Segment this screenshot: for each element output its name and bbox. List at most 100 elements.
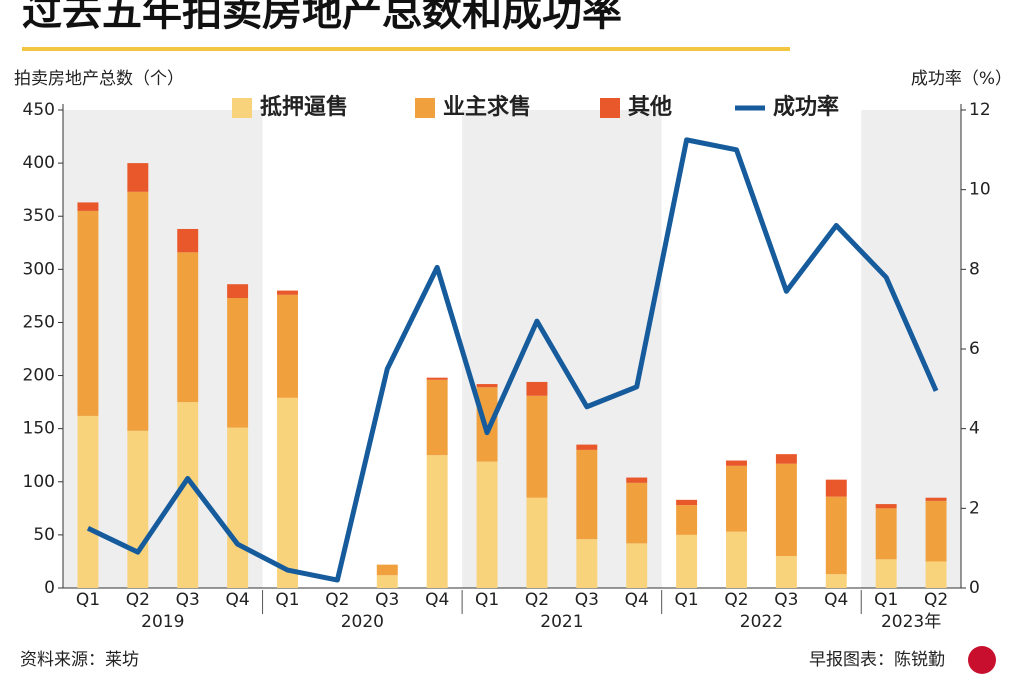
x-tick-label: Q1 (76, 590, 100, 610)
y-tick-label: 400 (23, 153, 55, 173)
x-tick-label: Q3 (176, 590, 200, 610)
bar-segment (177, 402, 199, 588)
bar-segment (825, 574, 847, 588)
bar-segment (875, 504, 897, 509)
x-tick-label: Q4 (824, 590, 848, 610)
bar-segment (227, 427, 249, 588)
bar-segment (875, 559, 897, 588)
bar-segment (726, 460, 747, 466)
bar-segment (925, 497, 947, 501)
year-label: 2019 (141, 612, 184, 632)
bar-segment (426, 455, 448, 588)
y-tick-label: 50 (33, 525, 55, 545)
y2-tick-label: 10 (969, 180, 991, 200)
x-tick-label: Q4 (425, 590, 449, 610)
x-tick-label: Q1 (475, 590, 499, 610)
x-tick-label: Q2 (924, 590, 948, 610)
y-tick-label: 0 (44, 578, 55, 598)
bar-segment (277, 290, 298, 295)
bar-segment (77, 415, 99, 588)
legend-label: 其他 (628, 95, 672, 120)
y2-tick-label: 12 (969, 100, 991, 120)
legend-swatch (232, 98, 252, 118)
y2-axis-label: 成功率（%） (911, 69, 1012, 89)
bar-segment (576, 539, 598, 588)
bar-segment (825, 479, 847, 497)
bar-segment (127, 163, 149, 192)
x-tick-label: Q1 (874, 590, 898, 610)
bar-segment (676, 534, 698, 588)
bar-segment (376, 575, 398, 588)
bar-segment (676, 499, 698, 506)
year-label: 2022 (740, 612, 783, 632)
bar-segment (77, 210, 99, 416)
x-tick-label: Q1 (675, 590, 699, 610)
x-tick-label: Q3 (575, 590, 599, 610)
bar-segment (526, 497, 548, 588)
y-tick-label: 450 (23, 100, 55, 120)
x-tick-label: Q1 (275, 590, 299, 610)
bar-segment (526, 381, 548, 396)
bar-segment (426, 379, 448, 456)
year-label: 2023年 (881, 612, 941, 632)
logo (968, 646, 996, 674)
bar-segment (376, 564, 398, 576)
legend-swatch (600, 98, 620, 118)
bar-segment (177, 228, 199, 253)
y2-tick-label: 8 (969, 259, 980, 279)
bar-segment (775, 463, 797, 557)
x-tick-label: Q2 (724, 590, 748, 610)
x-tick-label: Q3 (375, 590, 399, 610)
bar-segment (426, 377, 448, 380)
bar-segment (227, 298, 249, 428)
x-tick-label: Q3 (774, 590, 798, 610)
bar-segment (775, 556, 797, 588)
chart-title: 过去五年拍卖房地产总数和成功率 (22, 0, 622, 35)
year-label: 2020 (341, 612, 384, 632)
year-label: 2021 (540, 612, 583, 632)
bar-segment (626, 482, 648, 544)
bar-segment (127, 191, 149, 431)
bar-segment (277, 294, 298, 398)
bar-segment (576, 444, 598, 450)
bar-segment (476, 461, 498, 588)
bar-segment (277, 397, 298, 588)
title-underline (22, 47, 790, 51)
bar-segment (825, 496, 847, 575)
x-tick-label: Q2 (525, 590, 549, 610)
y-tick-label: 200 (23, 366, 55, 386)
credit: 早报图表：陈锐勤 (809, 650, 945, 670)
bar-segment (726, 465, 747, 532)
y-axis-label: 拍卖房地产总数（个） (14, 69, 184, 89)
success-rate-line (86, 137, 939, 583)
legend-swatch (415, 98, 435, 118)
bar-segment (476, 384, 498, 388)
bar-segment (526, 395, 548, 498)
bar-segment (925, 561, 947, 588)
bar-segment (576, 449, 598, 540)
y2-tick-label: 0 (969, 578, 980, 598)
legend-label: 业主求售 (443, 94, 531, 120)
bar-segment (875, 508, 897, 560)
bar-segment (127, 430, 149, 588)
y2-tick-label: 4 (969, 419, 980, 439)
bar-segment (925, 500, 947, 562)
source: 资料来源：莱坊 (20, 650, 139, 670)
y-tick-label: 100 (23, 472, 55, 492)
y-tick-label: 150 (23, 419, 55, 439)
bar-segment (626, 543, 648, 588)
bar-segment (775, 454, 797, 464)
x-tick-label: Q4 (226, 590, 250, 610)
bar-segment (726, 531, 747, 588)
y-tick-label: 350 (23, 206, 55, 226)
x-tick-label: Q2 (325, 590, 349, 610)
y-tick-label: 300 (23, 259, 55, 279)
x-tick-label: Q2 (126, 590, 150, 610)
legend-label: 成功率 (773, 94, 839, 120)
y2-tick-label: 6 (969, 339, 980, 359)
legend-label: 抵押逼售 (260, 94, 348, 120)
x-tick-label: Q4 (625, 590, 649, 610)
y-tick-label: 250 (23, 312, 55, 332)
bar-segment (676, 505, 698, 535)
